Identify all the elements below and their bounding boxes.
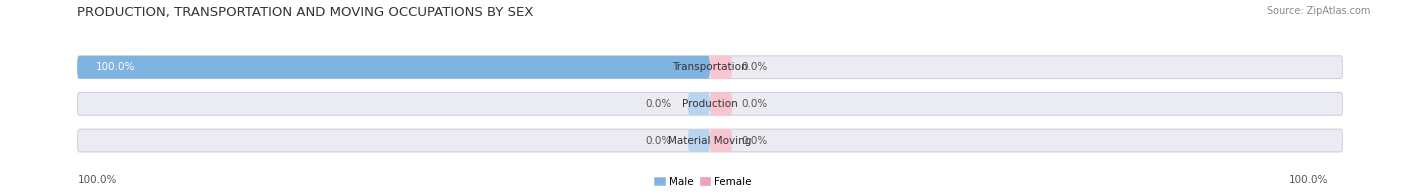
FancyBboxPatch shape xyxy=(77,93,1343,115)
Legend: Male, Female: Male, Female xyxy=(654,177,752,187)
Text: 100.0%: 100.0% xyxy=(97,62,136,72)
FancyBboxPatch shape xyxy=(710,93,733,115)
FancyBboxPatch shape xyxy=(77,56,710,79)
Text: 0.0%: 0.0% xyxy=(742,136,768,146)
Text: 0.0%: 0.0% xyxy=(645,136,672,146)
Text: Transportation: Transportation xyxy=(672,62,748,72)
Text: Material Moving: Material Moving xyxy=(668,136,752,146)
Text: 100.0%: 100.0% xyxy=(1289,175,1329,185)
FancyBboxPatch shape xyxy=(710,129,733,152)
FancyBboxPatch shape xyxy=(77,129,1343,152)
Text: 0.0%: 0.0% xyxy=(742,99,768,109)
FancyBboxPatch shape xyxy=(688,129,710,152)
Text: PRODUCTION, TRANSPORTATION AND MOVING OCCUPATIONS BY SEX: PRODUCTION, TRANSPORTATION AND MOVING OC… xyxy=(77,6,534,19)
FancyBboxPatch shape xyxy=(77,56,1343,79)
Text: 100.0%: 100.0% xyxy=(77,175,117,185)
Text: Source: ZipAtlas.com: Source: ZipAtlas.com xyxy=(1267,6,1371,16)
FancyBboxPatch shape xyxy=(710,56,733,79)
Text: Production: Production xyxy=(682,99,738,109)
Text: 0.0%: 0.0% xyxy=(645,99,672,109)
Text: 0.0%: 0.0% xyxy=(742,62,768,72)
FancyBboxPatch shape xyxy=(688,93,710,115)
